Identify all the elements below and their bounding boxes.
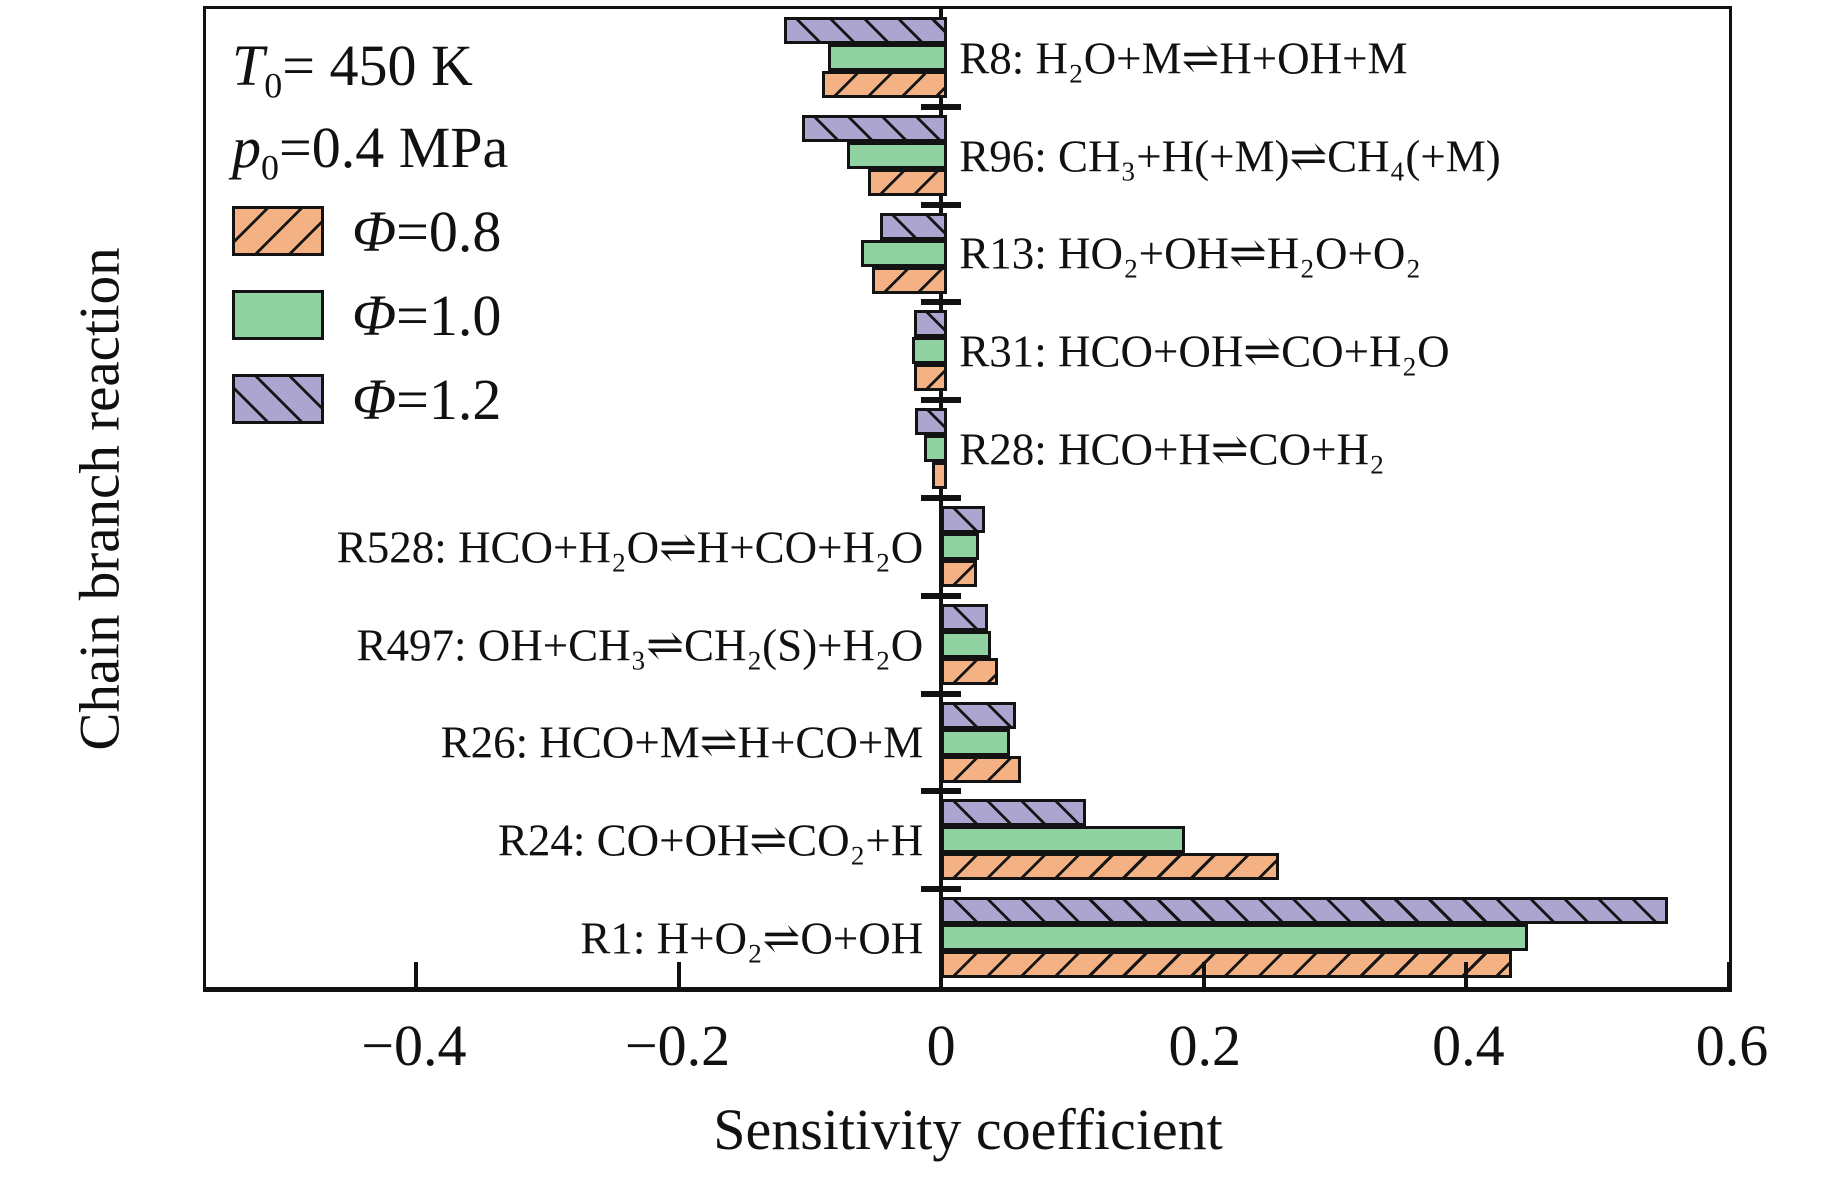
bar-R24-phi-0.8: [941, 853, 1280, 881]
reaction-label-R28: R28: HCO+H⇌CO+H₂: [959, 424, 1385, 475]
condition-initial-pressure: p0=0.4 MPa: [232, 115, 509, 188]
reaction-label-R24: R24: CO+OH⇌CO₂+H: [497, 815, 924, 866]
bar-R8-phi-0.8: [821, 71, 948, 98]
bar-R31-phi-1.2: [913, 310, 948, 338]
legend-entry-phi-0.8: Φ=0.8: [232, 189, 508, 273]
reaction-label-R1: R1: H+O₂⇌O+OH: [580, 913, 924, 964]
reaction-label-R96: R96: CH₃+H(+M)⇌CH₄(+M): [959, 131, 1501, 182]
bar-group-R26: R26: HCO+M⇌H+CO+M: [206, 694, 1729, 792]
bar-R24-phi-1.0: [941, 826, 1185, 854]
group-separator-tick: [921, 690, 962, 697]
legend-swatch-phi-1.2: [232, 374, 324, 424]
group-separator-tick: [921, 397, 962, 404]
group-separator-tick: [921, 592, 962, 599]
group-separator-tick: [921, 788, 962, 795]
legend-label-phi-1.0: Φ=1.0: [352, 282, 502, 348]
bar-group-R96: R96: CH₃+H(+M)⇌CH₄(+M): [206, 107, 1729, 205]
bar-R96-phi-0.8: [867, 168, 948, 196]
bar-group-R528: R528: HCO+H₂O⇌H+CO+H₂O: [206, 498, 1729, 596]
x-axis-tick-−0.4: [414, 962, 419, 987]
group-separator-tick: [921, 495, 962, 501]
bar-R13-phi-0.8: [871, 266, 948, 294]
reaction-label-R13: R13: HO₂+OH⇌H₂O+O₂: [959, 228, 1422, 279]
x-tick-label-0.2: 0.2: [1168, 1013, 1242, 1078]
legend-swatch-phi-1.0: [232, 290, 324, 340]
group-separator-tick: [921, 886, 962, 893]
legend-label-phi-1.2: Φ=1.2: [352, 366, 502, 432]
x-axis-tick-labels: −0.4 −0.2 0 0.2 0.4 0.6: [203, 1012, 1768, 1092]
x-axis-tick-−0.2: [676, 962, 681, 987]
legend-entry-phi-1.2: Φ=1.2: [232, 357, 508, 441]
x-tick-label-0.6: 0.6: [1695, 1013, 1769, 1078]
x-axis-tick-0.4: [1464, 962, 1469, 987]
bar-group-R497: R497: OH+CH₃⇌CH₂(S)+H₂O: [206, 596, 1729, 694]
bar-R497-phi-0.8: [941, 657, 999, 685]
x-tick-label-−0.2: −0.2: [624, 1013, 731, 1078]
reaction-label-R26: R26: HCO+M⇌H+CO+M: [440, 717, 924, 768]
bar-R26-phi-1.2: [941, 701, 1016, 729]
bar-R8-phi-1.0: [828, 44, 948, 71]
legend-items: Φ=0.8 Φ=1.0 Φ=1.2: [232, 189, 508, 441]
reaction-label-R8: R8: H₂O+M⇌H+OH+M: [959, 33, 1408, 84]
plot-area: T0= 450 K p0=0.4 MPa Φ=0.8 Φ=1.0 Φ=1.2 R8:…: [203, 6, 1732, 992]
x-axis-tick-0: [939, 962, 944, 987]
legend: T0= 450 K p0=0.4 MPa Φ=0.8 Φ=1.0 Φ=1.2: [232, 25, 508, 441]
bar-R26-phi-1.0: [941, 728, 1011, 756]
bar-R1-phi-1.2: [941, 897, 1669, 925]
bar-R13-phi-1.2: [879, 212, 948, 240]
bar-R13-phi-1.0: [861, 239, 948, 267]
y-axis-title: Chain branch reaction: [68, 247, 132, 751]
legend-swatch-phi-0.8: [232, 206, 324, 256]
bar-R528-phi-1.2: [941, 506, 986, 533]
group-separator-tick: [921, 201, 962, 208]
bar-group-R28: R28: HCO+H⇌CO+H₂: [206, 400, 1729, 498]
reaction-label-R528: R528: HCO+H₂O⇌H+CO+H₂O: [336, 522, 924, 573]
bar-R26-phi-0.8: [941, 755, 1021, 783]
bar-R28-phi-0.8: [932, 462, 948, 490]
condition-initial-temperature: T0= 450 K: [232, 33, 473, 106]
x-tick-label-0: 0: [926, 1013, 956, 1078]
x-axis-title: Sensitivity coefficient: [713, 1097, 1223, 1162]
phi-symbol: Φ: [352, 198, 397, 264]
phi-symbol: Φ: [352, 282, 397, 348]
bar-group-R1: R1: H+O₂⇌O+OH: [206, 889, 1729, 987]
bar-R528-phi-1.0: [941, 533, 979, 560]
legend-entry-phi-1.0: Φ=1.0: [232, 273, 508, 357]
bar-R96-phi-1.2: [802, 114, 948, 142]
bar-R24-phi-1.2: [941, 799, 1087, 827]
pressure-symbol: p: [232, 115, 261, 180]
x-axis-tick-0.2: [1201, 962, 1206, 987]
bar-R528-phi-0.8: [941, 560, 978, 587]
phi-symbol: Φ: [352, 366, 397, 432]
bar-R31-phi-1.0: [912, 337, 948, 365]
bar-R8-phi-1.2: [783, 17, 948, 44]
bar-group-R13: R13: HO₂+OH⇌H₂O+O₂: [206, 205, 1729, 303]
bar-R31-phi-0.8: [913, 364, 948, 392]
reaction-label-R31: R31: HCO+OH⇌CO+H₂O: [959, 326, 1450, 377]
bar-R497-phi-1.0: [941, 630, 991, 658]
group-separator-tick: [921, 103, 962, 110]
group-separator-tick: [921, 299, 962, 306]
bar-R1-phi-1.0: [941, 924, 1528, 952]
temperature-symbol: T: [232, 33, 265, 98]
bar-group-R8: R8: H₂O+M⇌H+OH+M: [206, 9, 1729, 107]
bar-group-R31: R31: HCO+OH⇌CO+H₂O: [206, 302, 1729, 400]
x-tick-label-0.4: 0.4: [1432, 1013, 1505, 1078]
reaction-label-R497: R497: OH+CH₃⇌CH₂(S)+H₂O: [356, 620, 924, 671]
x-tick-label-−0.4: −0.4: [361, 1013, 467, 1078]
bar-R96-phi-1.0: [846, 141, 948, 169]
bar-R28-phi-1.2: [914, 408, 948, 436]
legend-label-phi-0.8: Φ=0.8: [352, 198, 502, 264]
bar-group-R24: R24: CO+OH⇌CO₂+H: [206, 791, 1729, 889]
bar-R1-phi-0.8: [941, 951, 1512, 979]
bar-R28-phi-1.0: [924, 435, 948, 463]
x-axis-tick-0.6: [1727, 962, 1731, 987]
bar-R497-phi-1.2: [941, 603, 988, 631]
